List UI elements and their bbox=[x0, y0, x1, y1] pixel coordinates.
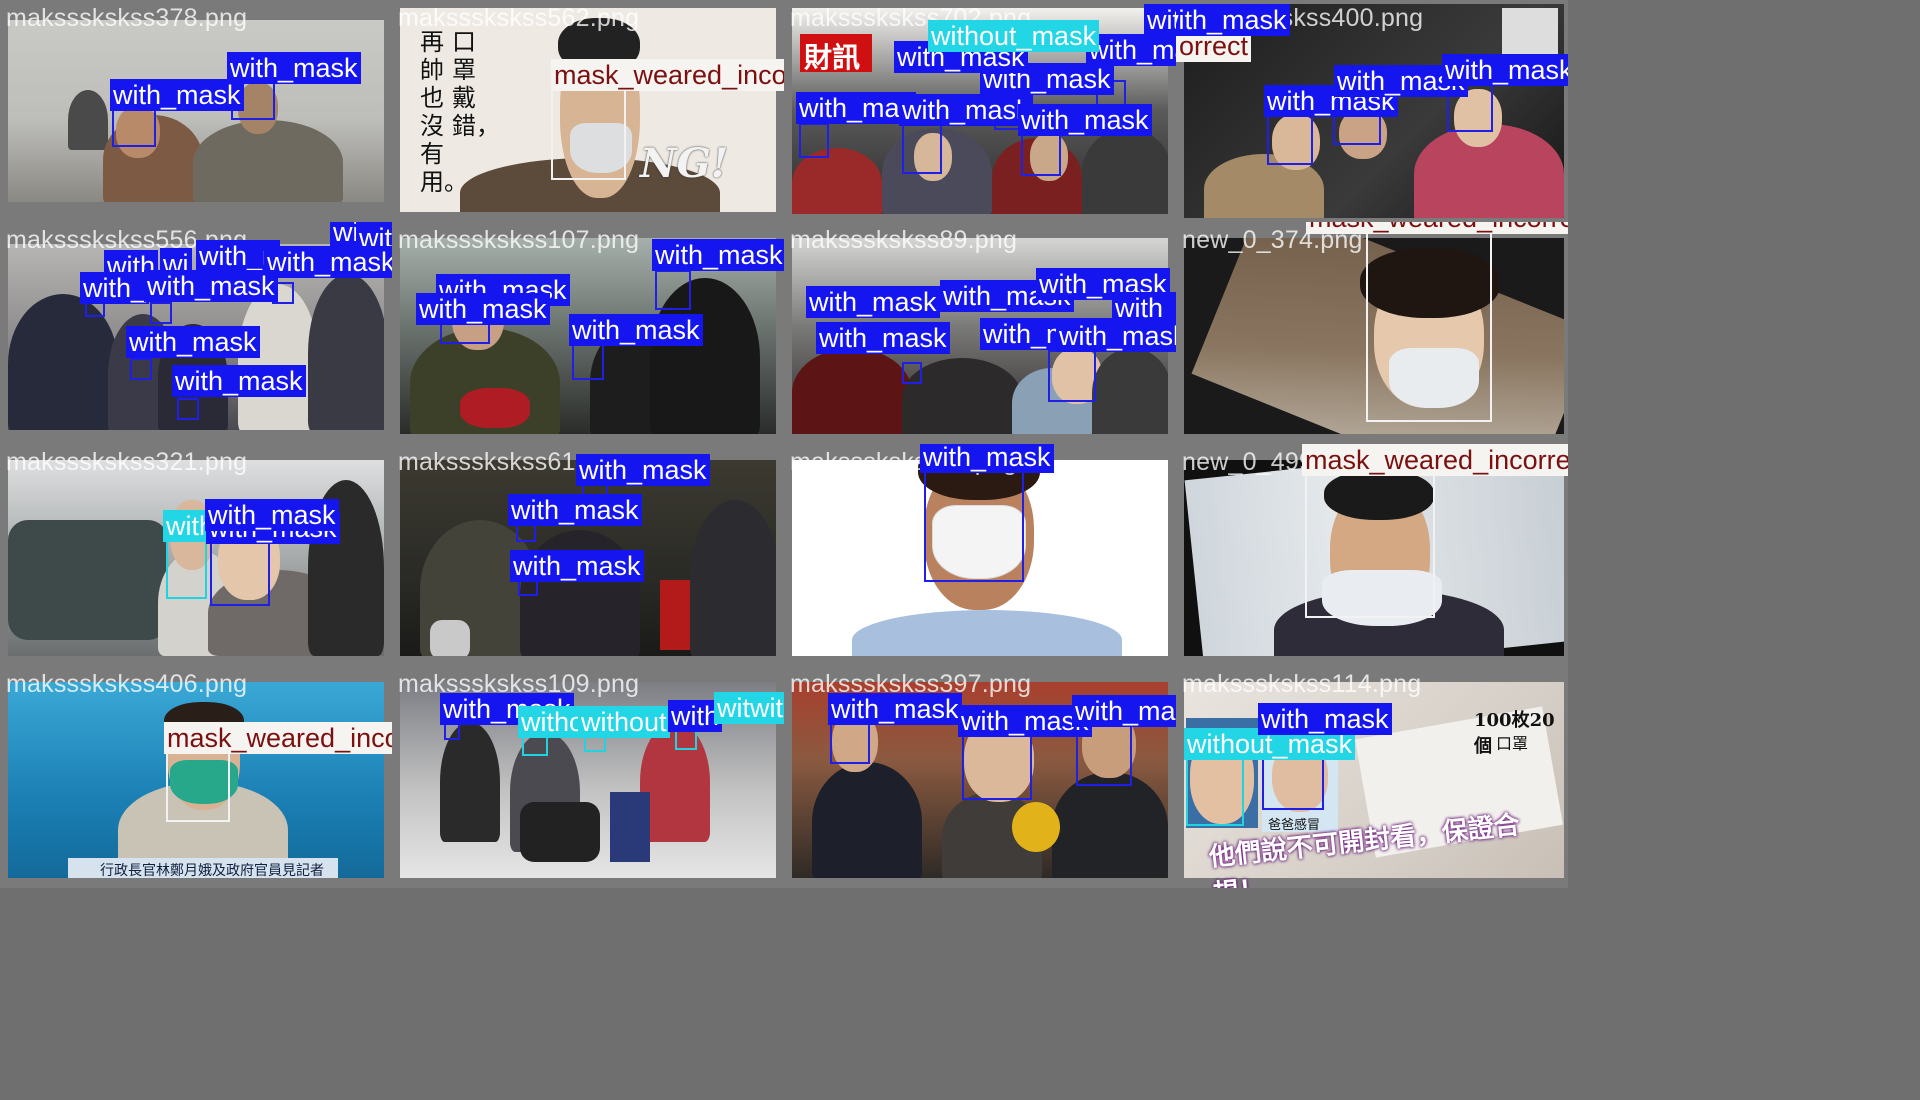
label: with_mask bbox=[1144, 4, 1176, 36]
tile-15: makssskskss397.png with_mask with_mask w… bbox=[784, 666, 1176, 888]
label: with_mask bbox=[899, 94, 1033, 126]
bbox bbox=[572, 344, 604, 380]
bbox bbox=[210, 536, 270, 606]
label: mask_weared_incorrect bbox=[551, 59, 784, 91]
label: mask_weared_incorrect bbox=[1302, 444, 1568, 476]
label: with_mask bbox=[416, 293, 550, 325]
label: with_mask bbox=[144, 270, 278, 302]
bbox bbox=[1267, 113, 1313, 165]
label: with_mask bbox=[126, 326, 260, 358]
label: with_mask bbox=[227, 52, 361, 84]
bbox bbox=[177, 398, 199, 420]
label: with_mask bbox=[958, 705, 1092, 737]
tile-7: makssskskss89.png with_mask with_mask wi… bbox=[784, 222, 1176, 444]
bbox bbox=[1366, 230, 1492, 422]
bbox bbox=[1186, 756, 1244, 826]
filename: makssskskss321.png bbox=[6, 448, 248, 476]
label: with_mask bbox=[1442, 54, 1568, 86]
bbox bbox=[130, 358, 152, 380]
news-caption: 行政長官林鄭月娥及政府官員見記者 bbox=[100, 863, 324, 879]
tile-6: makssskskss107.png with_mask with_mask w… bbox=[392, 222, 784, 444]
bbox bbox=[902, 362, 922, 384]
bbox bbox=[166, 537, 207, 599]
photo-studio-woman bbox=[792, 460, 1168, 656]
bbox bbox=[655, 270, 691, 310]
filename: makssskskss114.png bbox=[1182, 670, 1422, 698]
label: mask_weared_incorrect bbox=[164, 722, 392, 754]
photo-station-gloves bbox=[400, 460, 776, 656]
label: with_mask bbox=[205, 499, 339, 531]
caption-line-1: 口罩戴錯， bbox=[452, 28, 500, 140]
label: without_mask bbox=[928, 20, 1100, 52]
photo-street-smog bbox=[8, 20, 384, 202]
tile-13: 行政長官林鄭月娥及政府官員見記者 makssskskss406.png mask… bbox=[0, 666, 392, 888]
label: with_mask bbox=[508, 494, 642, 526]
magazine-title: 財訊 bbox=[804, 41, 861, 74]
label: with_mask bbox=[569, 314, 703, 346]
tile-9: makssskskss321.png without_mask with_mas… bbox=[0, 444, 392, 666]
caption-line-2: 再帥也沒有用。 bbox=[420, 28, 468, 196]
photo-pharmacy-man bbox=[1184, 460, 1564, 656]
ng-sign: NG! bbox=[640, 140, 729, 187]
label: with_mask bbox=[264, 246, 392, 278]
label: with_mask bbox=[1018, 104, 1152, 136]
bbox bbox=[551, 88, 626, 180]
label: mask_weared_incorrect bbox=[1306, 222, 1568, 234]
label: with_mask bbox=[828, 693, 962, 725]
filename: makssskskss107.png bbox=[398, 226, 640, 254]
label: with_mask bbox=[980, 318, 1114, 350]
label: with_mask bbox=[806, 286, 940, 318]
bbox bbox=[1021, 132, 1061, 176]
label: with_mask bbox=[816, 322, 950, 354]
tile-14: makssskskss109.png with_mask witho witho… bbox=[392, 666, 784, 888]
tile-4: makssskskss400.png with_mask with_mask w… bbox=[1176, 0, 1568, 222]
label: with_mask bbox=[1056, 320, 1176, 352]
tile-10: makssskskss61.png with_mask with_mask wi… bbox=[392, 444, 784, 666]
label: with_mas bbox=[796, 92, 917, 124]
label: with_mask bbox=[110, 79, 244, 111]
tile-1: makssskskss378.png with_mask with_mask bbox=[0, 0, 392, 222]
bbox bbox=[1305, 474, 1435, 618]
label: witho bbox=[518, 706, 588, 738]
bbox bbox=[962, 734, 1032, 800]
filename: makssskskss89.png bbox=[790, 226, 1018, 254]
box-label: 100枚20個 bbox=[1474, 710, 1555, 757]
label: with_mask bbox=[1072, 695, 1176, 727]
tile-2: makssskskss562.png 口罩戴錯， 再帥也沒有用。 NG! mas… bbox=[392, 0, 784, 222]
bbox bbox=[150, 302, 172, 324]
filename: makssskskss378.png bbox=[6, 4, 248, 32]
bbox bbox=[166, 746, 230, 822]
magazine-logo bbox=[800, 34, 872, 72]
tile-3: 財訊 makssskskss702.png with_mas with_mask… bbox=[784, 0, 1176, 222]
label: with bbox=[668, 700, 723, 732]
label: with_mask bbox=[920, 444, 1054, 473]
filename: makssskskss406.png bbox=[6, 670, 248, 698]
label: with_mask bbox=[510, 550, 644, 582]
tile-16: 他們說不可開封看，保證合規！ 100枚20個 口罩 爸爸感冒 maksssksk… bbox=[1176, 666, 1568, 888]
bbox bbox=[799, 123, 829, 158]
label: with_mask bbox=[652, 239, 784, 271]
label: with_mask bbox=[172, 365, 306, 397]
label: with_mask bbox=[576, 454, 710, 486]
box-sublabel: 口罩 bbox=[1496, 734, 1529, 753]
bbox bbox=[1048, 350, 1096, 402]
tile-11: makssskskss27.png with_mask bbox=[784, 444, 1176, 666]
label: witwithout bbox=[714, 692, 784, 724]
bbox bbox=[902, 124, 942, 174]
photo-caption: 爸爸感冒 bbox=[1268, 818, 1321, 833]
label: without bbox=[578, 706, 670, 738]
bbox bbox=[924, 470, 1024, 582]
tile-12: new_0_499.png mask_weared_incorrect bbox=[1176, 444, 1568, 666]
label: with_mask bbox=[1112, 292, 1176, 324]
label: with_mask bbox=[1258, 703, 1392, 735]
label: with_mask bbox=[1086, 34, 1176, 66]
filename: makssskskss562.png bbox=[398, 4, 640, 32]
tile-8: new_0_374.png mask_weared_incorrect bbox=[1176, 222, 1568, 444]
label: with_mask bbox=[1176, 4, 1290, 36]
tile-5: makssskskss556.png wit with_mask with wi… bbox=[0, 222, 392, 444]
photo-news-woman bbox=[1184, 238, 1564, 434]
label: with_ bbox=[80, 272, 150, 304]
